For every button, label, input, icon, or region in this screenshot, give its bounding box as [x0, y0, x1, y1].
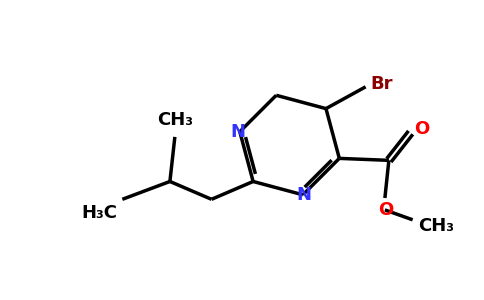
Text: Br: Br — [371, 75, 393, 93]
Text: N: N — [296, 186, 311, 204]
Text: H₃C: H₃C — [81, 204, 118, 222]
Text: N: N — [230, 123, 245, 141]
Text: O: O — [378, 201, 393, 219]
Text: CH₃: CH₃ — [157, 111, 193, 129]
Text: O: O — [415, 120, 430, 138]
Text: CH₃: CH₃ — [419, 217, 454, 235]
